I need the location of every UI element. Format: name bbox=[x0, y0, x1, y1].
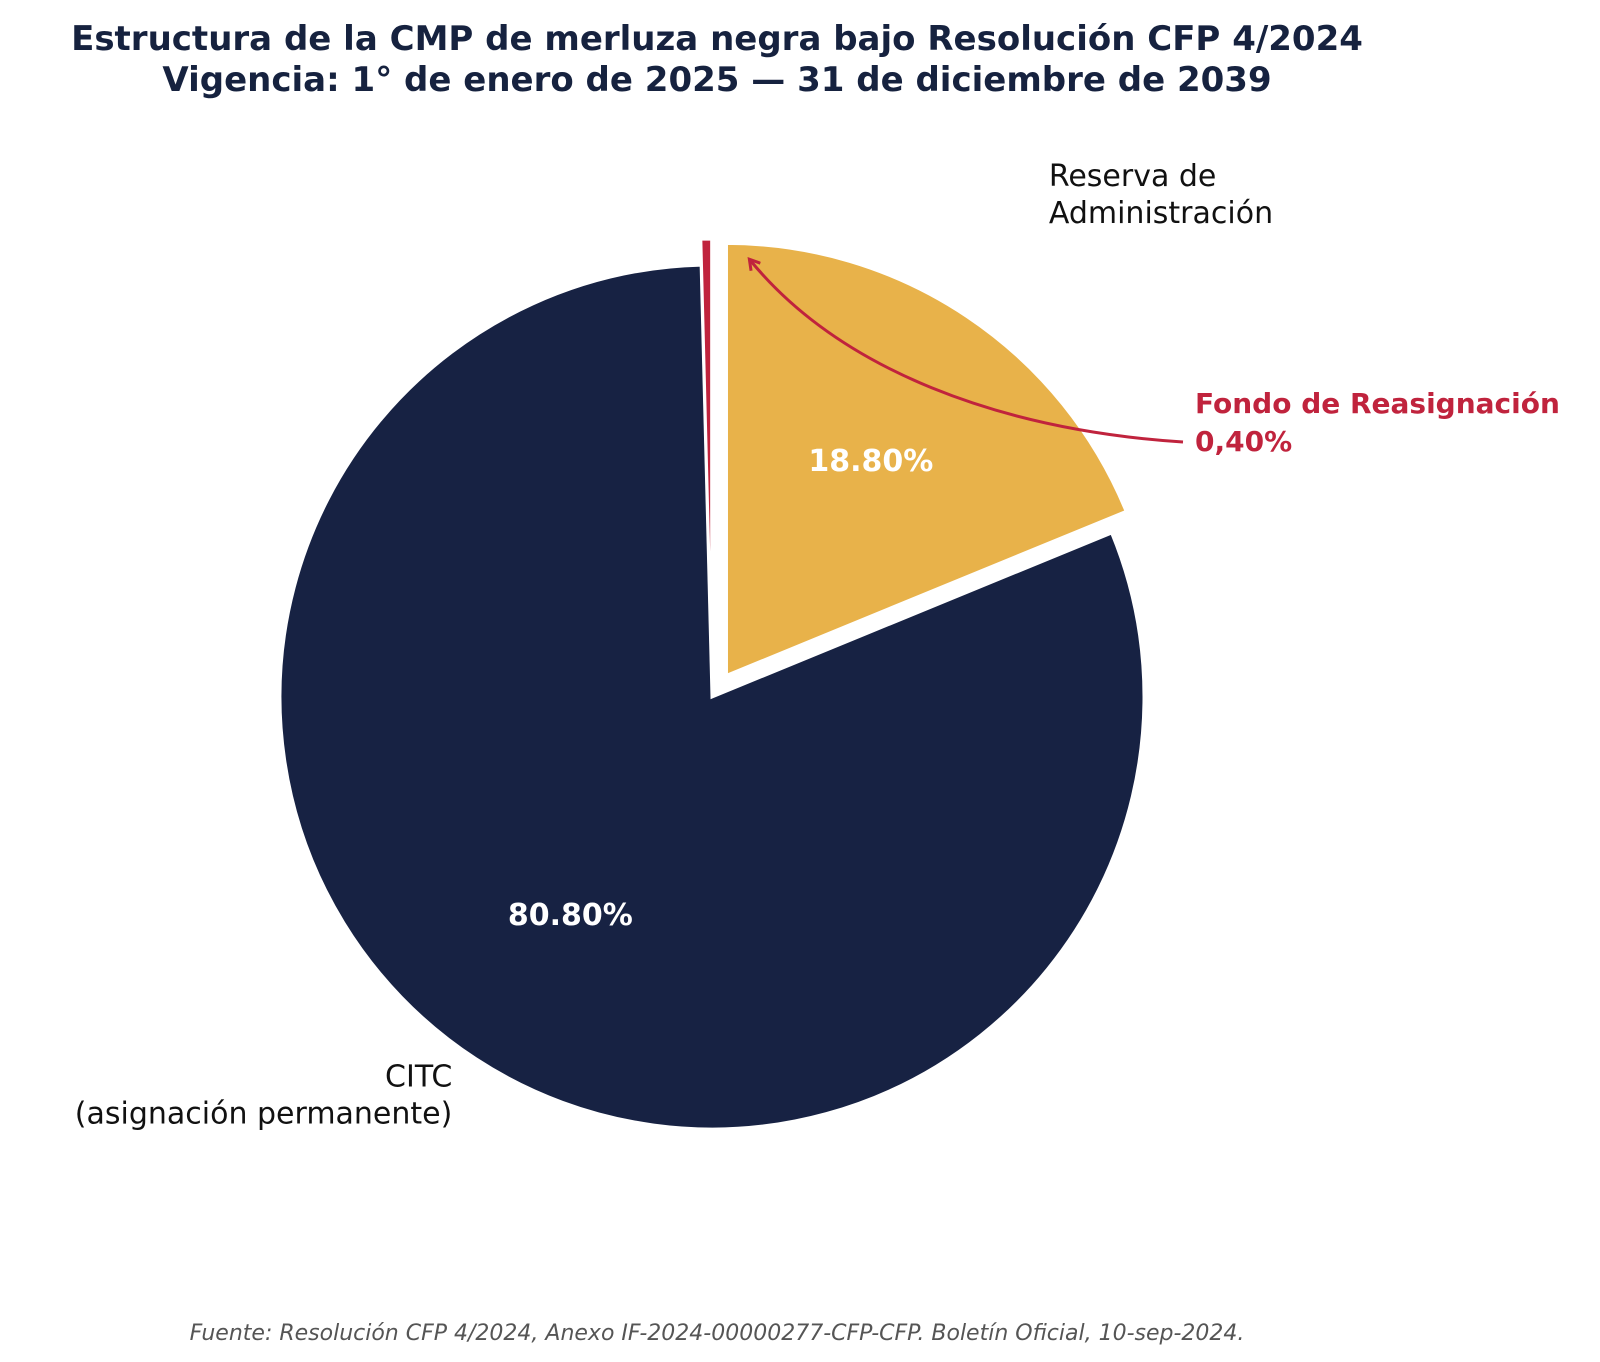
slice-category-label-0-1: Administración bbox=[1049, 196, 1273, 231]
slice-category-label-0-0: Reserva de bbox=[1049, 159, 1217, 194]
chart-subtitle: Vigencia: 1° de enero de 2025 — 31 de di… bbox=[162, 60, 1271, 100]
annotation-arrow bbox=[750, 260, 1184, 444]
pie-slice-1 bbox=[278, 263, 1146, 1131]
annotation-label: Fondo de Reasignación bbox=[1195, 387, 1560, 420]
pie-slices bbox=[278, 237, 1146, 1131]
slice-value-label-0: 18.80% bbox=[808, 444, 933, 479]
slice-category-label-1-0: CITC bbox=[385, 1059, 452, 1094]
annotation-value: 0,40% bbox=[1195, 425, 1292, 458]
pie-slice-0 bbox=[724, 241, 1129, 678]
source-note: Fuente: Resolución CFP 4/2024, Anexo IF-… bbox=[190, 1321, 1245, 1346]
pie-slice-2 bbox=[699, 237, 714, 672]
slice-category-label-1-1: (asignación permanente) bbox=[75, 1096, 453, 1131]
slice-value-label-1: 80.80% bbox=[508, 898, 633, 933]
chart-title: Estructura de la CMP de merluza negra ba… bbox=[71, 19, 1363, 59]
